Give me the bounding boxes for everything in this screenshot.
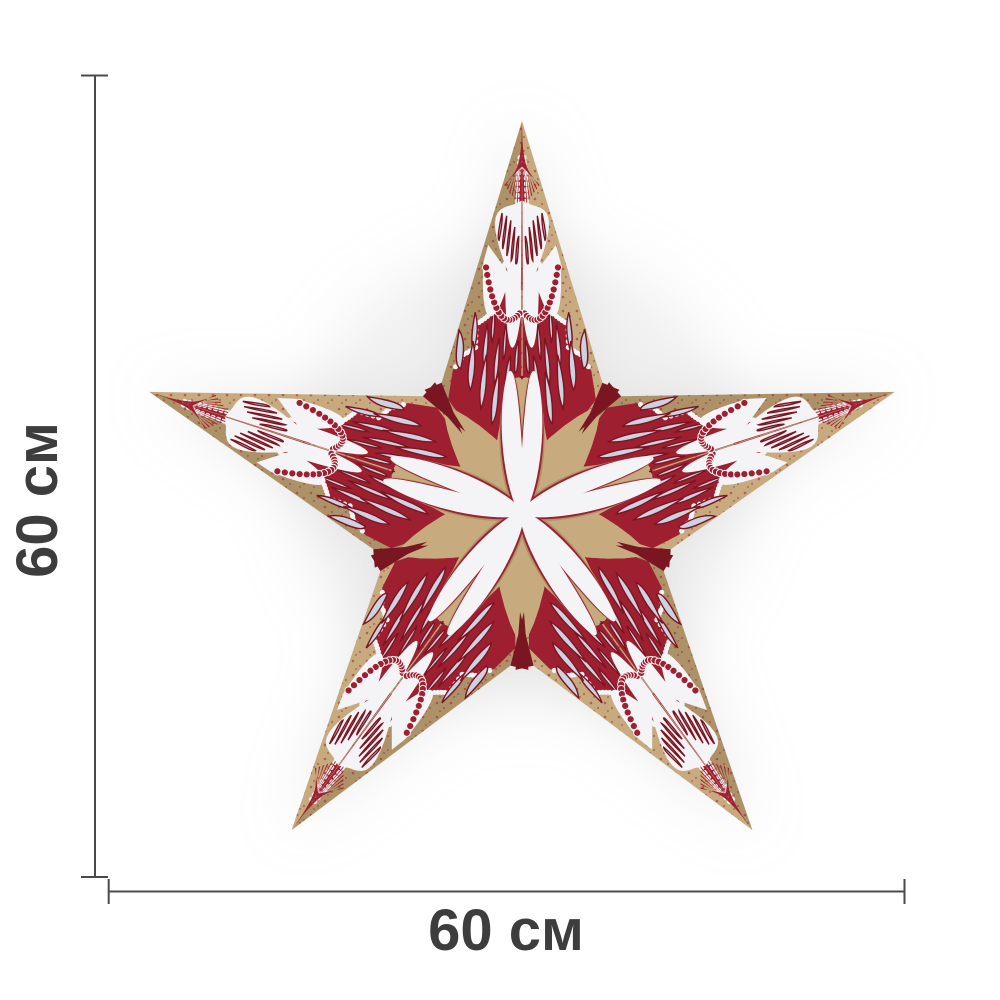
- svg-text:60 см: 60 см: [428, 898, 584, 963]
- svg-text:60 см: 60 см: [5, 422, 70, 578]
